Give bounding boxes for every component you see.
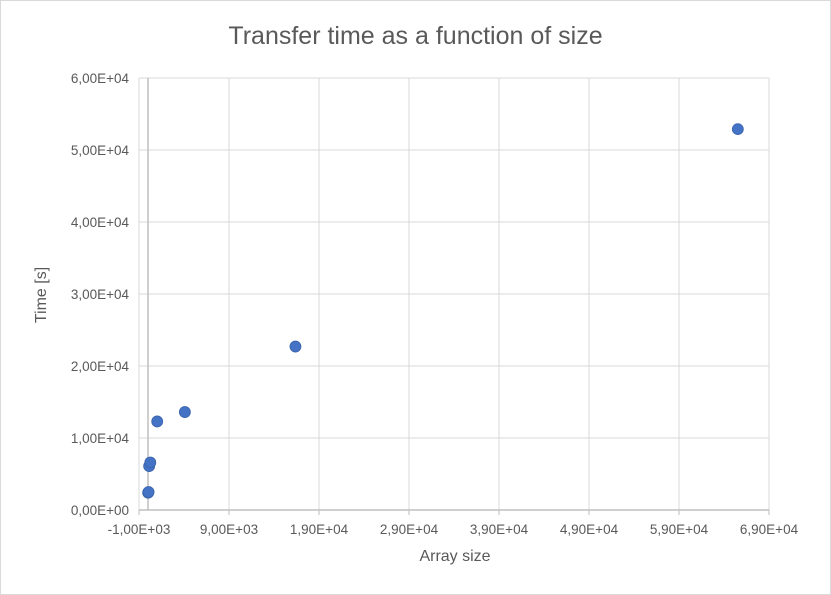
y-tick-label: 0,00E+00: [71, 503, 129, 518]
y-tick-label: 6,00E+04: [71, 71, 130, 86]
y-tick-label: 3,00E+04: [71, 287, 130, 302]
y-tick-label: 4,00E+04: [71, 215, 130, 230]
x-tick-label: 3,90E+04: [470, 522, 529, 537]
data-point: [144, 456, 157, 469]
data-point: [731, 123, 744, 136]
data-point: [142, 486, 155, 498]
data-point: [178, 406, 191, 418]
data-point: [151, 415, 164, 428]
chart-title: Transfer time as a function of size: [228, 22, 603, 50]
x-tick-label: 6,90E+04: [740, 522, 799, 537]
x-tick-label: 1,90E+04: [290, 522, 349, 537]
x-tick-label: 4,90E+04: [560, 522, 619, 537]
x-tick-label: 5,90E+04: [650, 522, 709, 537]
y-tick-label: 5,00E+04: [71, 143, 130, 158]
y-tick-label: 1,00E+04: [71, 431, 130, 446]
x-tick-label: 9,00E+03: [200, 522, 258, 537]
x-tick-label: -1,00E+03: [108, 522, 171, 537]
data-point: [289, 340, 302, 353]
x-tick-label: 2,90E+04: [380, 522, 439, 537]
y-tick-label: 2,00E+04: [71, 359, 130, 374]
x-axis-label: Array size: [419, 548, 491, 565]
